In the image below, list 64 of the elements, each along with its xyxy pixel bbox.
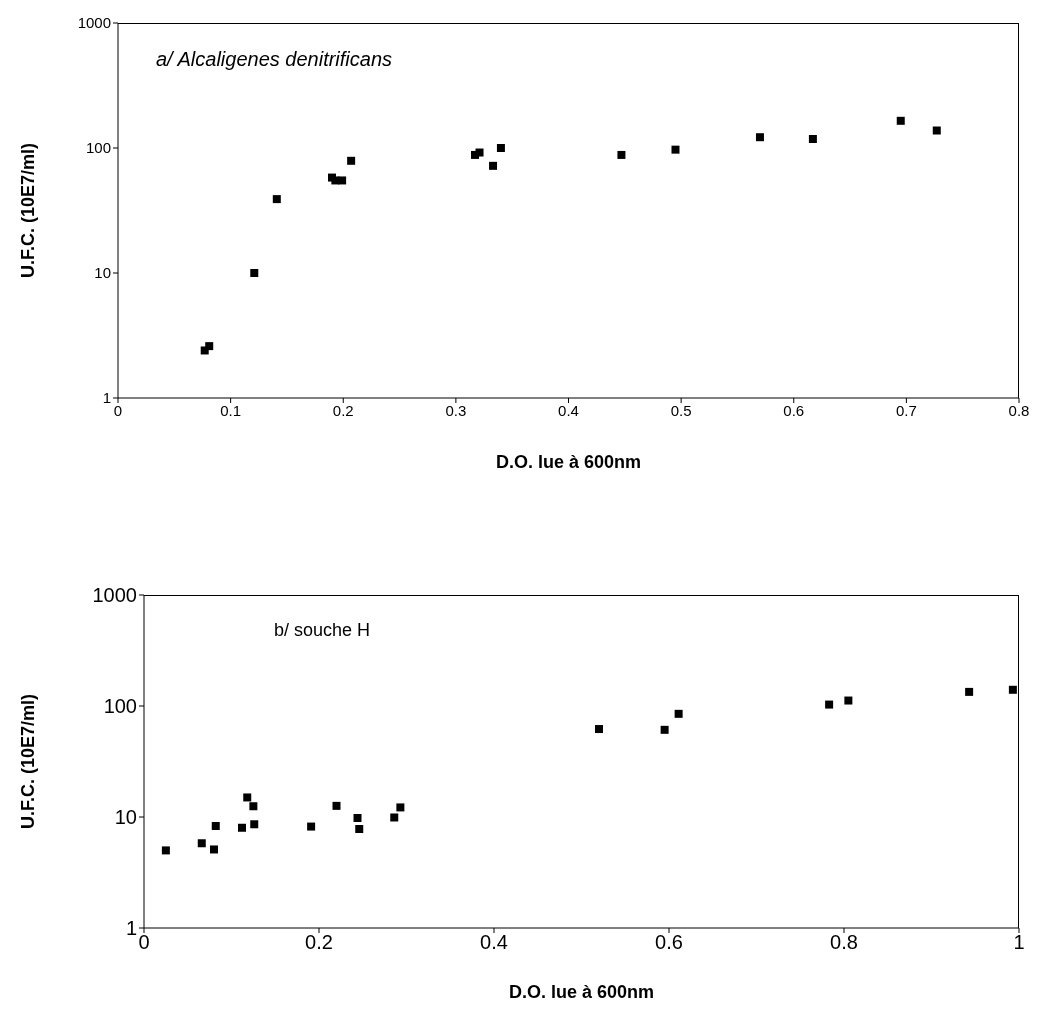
point: [496, 144, 505, 152]
y-axis-title: U.F.C. (10E7/ml): [18, 142, 39, 279]
point: [674, 709, 683, 718]
point: [355, 824, 364, 833]
x-axis-title: D.O. lue à 600nm: [495, 452, 642, 472]
point: [755, 133, 764, 142]
y-tick-label: 100: [85, 139, 111, 157]
y-tick-label: 1: [102, 389, 111, 407]
point: [671, 145, 680, 154]
annotation: a/ Alcaligenes denitrificans: [156, 48, 393, 71]
point: [353, 813, 362, 822]
y-tick-label: 100: [103, 695, 137, 718]
y-tick-label: 10: [94, 264, 111, 282]
point: [617, 150, 626, 159]
x-tick-label: 0.2: [305, 931, 333, 954]
point: [595, 725, 603, 734]
point: [250, 820, 259, 829]
point: [211, 821, 220, 830]
x-tick-label: 1: [1013, 931, 1025, 954]
point: [250, 269, 259, 277]
point: [161, 846, 170, 855]
point: [1008, 685, 1017, 694]
point: [825, 700, 834, 709]
point: [396, 803, 405, 812]
annotation: b/ souche H: [274, 620, 371, 641]
x-tick-label: 0.1: [220, 401, 242, 419]
x-axis-title: D.O. lue à 600nm: [508, 982, 655, 1002]
point: [210, 845, 218, 854]
y-axis-title: U.F.C. (10E7/ml): [18, 693, 39, 830]
x-tick-label: 0.6: [655, 931, 683, 954]
point: [338, 176, 347, 185]
point: [347, 156, 356, 165]
point: [238, 823, 246, 832]
point: [205, 342, 214, 351]
x-tick-label: 0.4: [558, 401, 579, 419]
point: [965, 687, 974, 696]
x-tick-label: 0: [138, 931, 150, 954]
point: [475, 148, 484, 157]
y-tick-label: 1: [125, 917, 137, 940]
x-tick-label: 0.7: [895, 401, 917, 419]
x-tick-label: 0.4: [480, 931, 508, 954]
point: [896, 116, 905, 125]
point: [932, 126, 941, 135]
x-tick-label: 0.6: [783, 401, 805, 419]
point: [390, 813, 399, 822]
point: [249, 802, 258, 811]
x-tick-label: 0.2: [332, 401, 354, 419]
y-tick-label: 1000: [92, 584, 137, 607]
y-tick-label: 10: [114, 806, 137, 829]
x-tick-label: 0.8: [1008, 401, 1030, 419]
point: [272, 195, 281, 204]
x-tick-label: 0.8: [830, 931, 858, 954]
x-tick-label: 0.5: [670, 401, 692, 419]
point: [197, 839, 206, 848]
y-tick-label: 1000: [77, 14, 111, 32]
point: [307, 822, 316, 831]
point: [332, 801, 341, 810]
point: [489, 161, 498, 170]
point: [243, 793, 252, 802]
point: [660, 725, 669, 734]
x-tick-label: 0: [113, 401, 123, 419]
point: [808, 135, 817, 144]
point: [844, 696, 853, 705]
x-tick-label: 0.3: [445, 401, 467, 419]
